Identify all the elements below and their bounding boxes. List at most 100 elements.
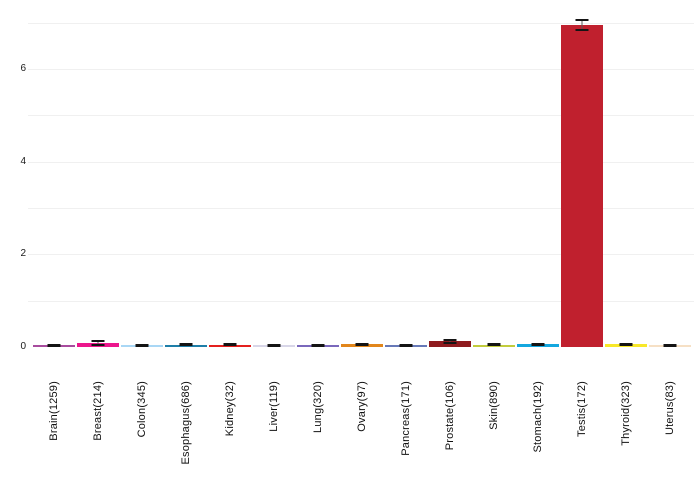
error-bar-cap (47, 343, 61, 346)
x-axis-label-slot: Pancreas(171) (384, 381, 428, 480)
bar[interactable] (561, 25, 603, 347)
y-axis-tick-label: 0 (20, 341, 26, 352)
error-bar-cap (135, 345, 149, 347)
error-bar-cap (663, 343, 677, 346)
x-axis-label: Brain(1259) (48, 381, 60, 441)
bar-group-testis (560, 0, 604, 347)
x-axis-label: Ovary(97) (356, 381, 368, 432)
gridline (28, 22, 694, 24)
error-bar-stem (97, 342, 99, 344)
gridline (28, 161, 694, 163)
x-axis-label-slot: Brain(1259) (32, 381, 76, 480)
error-bar-cap (531, 344, 545, 346)
bar-group-skin (472, 0, 516, 347)
x-axis-label: Kidney(32) (224, 381, 236, 437)
error-bar-cap (619, 342, 633, 345)
bar-group-kidney (208, 0, 252, 347)
bars-row (32, 0, 692, 347)
error-bar-cap (575, 19, 589, 22)
x-axis-label-slot: Skin(890) (472, 381, 516, 480)
error-bar (355, 342, 369, 346)
error-bar (179, 343, 193, 347)
error-bar (47, 343, 61, 347)
x-axis-label-slot: Thyroid(323) (604, 381, 648, 480)
error-bar-cap (355, 344, 369, 346)
error-bar (267, 343, 281, 347)
error-bar-cap (619, 344, 633, 346)
plot-area (28, 0, 694, 347)
error-bar-cap (91, 343, 105, 346)
x-axis-label-slot: Liver(119) (252, 381, 296, 480)
x-axis-label-slot: Esophagus(686) (164, 381, 208, 480)
bar-group-prostate (428, 0, 472, 347)
error-bar-cap (223, 344, 237, 347)
error-bar (399, 343, 413, 347)
x-axis-label: Esophagus(686) (180, 381, 192, 465)
x-axis-label: Liver(119) (268, 381, 280, 432)
bar-group-brain (32, 0, 76, 347)
x-axis-labels: Brain(1259) Breast(214) Colon(345) Esophagu… (32, 381, 692, 480)
y-axis-tick-label: 2 (20, 248, 26, 260)
bar-group-lung (296, 0, 340, 347)
error-bar-cap (531, 342, 545, 345)
bar-group-colon (120, 0, 164, 347)
gridline (28, 115, 694, 117)
y-axis-tick-label: 4 (20, 155, 26, 167)
x-axis-label: Testis(172) (576, 381, 588, 437)
bar-group-breast (76, 0, 120, 347)
x-axis-label: Lung(320) (312, 381, 324, 433)
error-bar (91, 340, 105, 346)
gridline (28, 208, 694, 209)
x-axis-label: Pancreas(171) (400, 381, 412, 456)
error-bar-cap (443, 342, 457, 345)
error-bar-cap (399, 343, 413, 346)
x-axis-label-slot: Uterus(83) (648, 381, 692, 480)
x-axis-label-slot: Kidney(32) (208, 381, 252, 480)
error-bar (135, 343, 149, 347)
x-axis-label: Thyroid(323) (620, 381, 632, 446)
x-axis-label-slot: Stomach(192) (516, 381, 560, 480)
error-bar-cap (267, 343, 281, 346)
bar-group-liver (252, 0, 296, 347)
error-bar (443, 338, 457, 345)
error-bar-cap (311, 343, 325, 346)
error-bar-cap (223, 343, 237, 345)
error-bar-cap (575, 28, 589, 31)
error-bar-cap (135, 343, 149, 346)
y-axis-tick-label: 6 (20, 63, 26, 75)
x-axis-label: Breast(214) (92, 381, 104, 441)
error-bar-cap (355, 342, 369, 345)
x-axis-label: Colon(345) (136, 381, 148, 438)
error-bar-cap (311, 345, 325, 347)
bar-group-ovary (340, 0, 384, 347)
bar-group-stomach (516, 0, 560, 347)
x-axis-label: Prostate(106) (444, 381, 456, 451)
bar-group-uterus (648, 0, 692, 347)
gridline (28, 300, 694, 302)
x-axis-label: Stomach(192) (532, 381, 544, 453)
error-bar (487, 343, 501, 347)
x-axis-label: Skin(890) (488, 381, 500, 430)
gridline (28, 254, 694, 256)
error-bar-cap (179, 343, 193, 345)
gridline (28, 69, 694, 71)
error-bar (223, 343, 237, 347)
error-bar-cap (487, 344, 501, 347)
x-axis-label: Uterus(83) (664, 381, 676, 435)
error-bar-cap (487, 343, 501, 345)
x-axis-label-slot: Colon(345) (120, 381, 164, 480)
error-bar-cap (267, 345, 281, 347)
x-axis-label-slot: Lung(320) (296, 381, 340, 480)
error-bar-cap (47, 345, 61, 347)
error-bar (575, 19, 589, 31)
bar-group-thyroid (604, 0, 648, 347)
error-bar (619, 342, 633, 346)
error-bar (663, 343, 677, 347)
error-bar-stem (449, 340, 451, 343)
error-bar-cap (179, 344, 193, 347)
x-axis-label-slot: Breast(214) (76, 381, 120, 480)
error-bar (311, 343, 325, 347)
bar-group-esophagus (164, 0, 208, 347)
x-axis-label-slot: Testis(172) (560, 381, 604, 480)
